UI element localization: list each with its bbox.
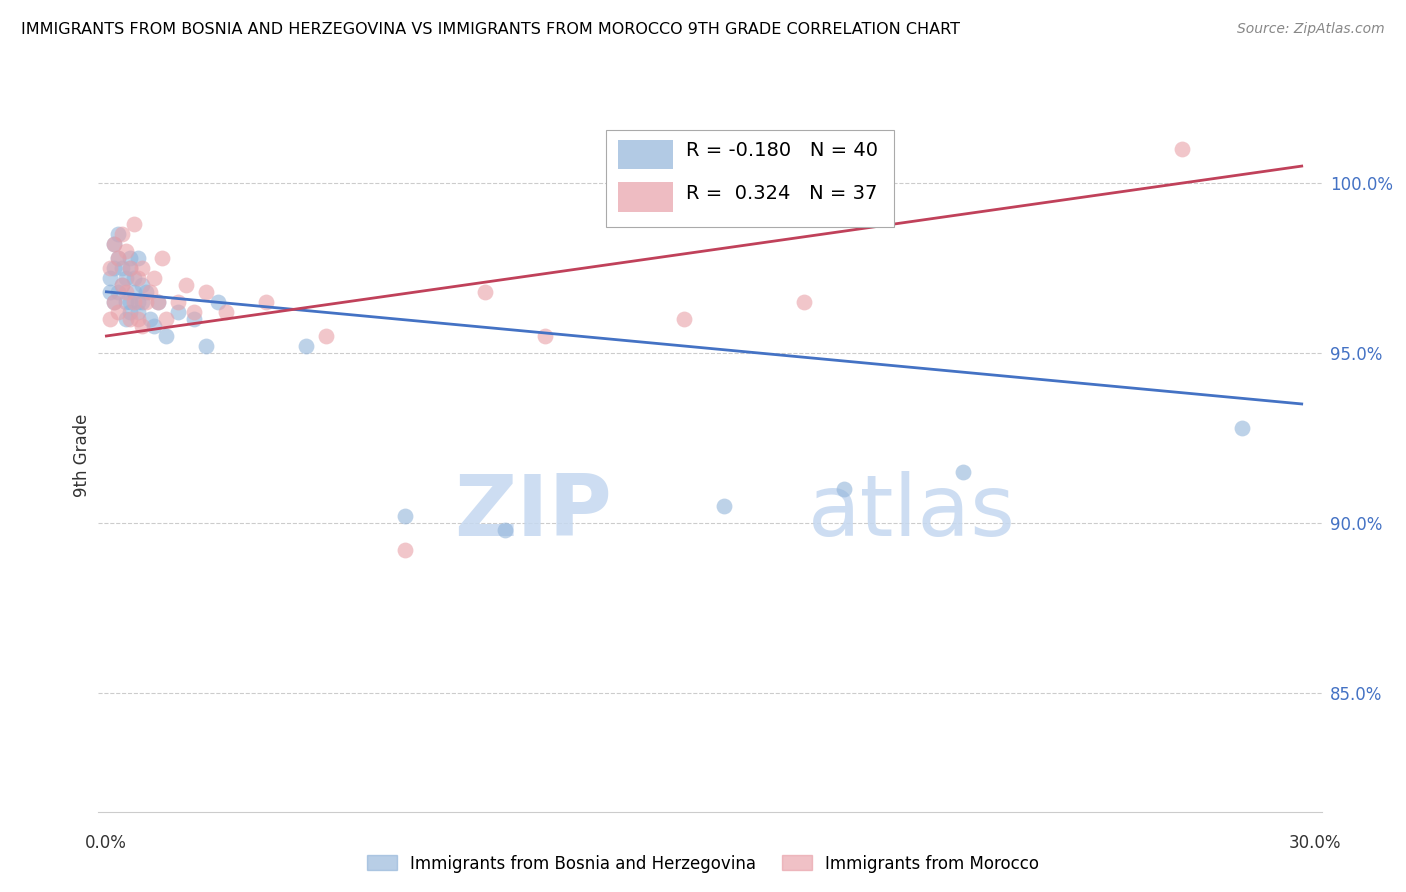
Point: [100, 271, 122, 285]
Point: [215, 305, 238, 319]
Point: [115, 271, 138, 285]
Point: [148, 295, 170, 310]
Point: [254, 295, 277, 310]
Point: [155, 312, 177, 326]
Point: [127, 251, 149, 265]
Point: [127, 305, 149, 319]
Point: [107, 251, 129, 265]
Point: [103, 237, 125, 252]
Point: [174, 278, 197, 293]
Point: [148, 295, 170, 310]
Point: [115, 295, 138, 310]
Point: [111, 260, 134, 275]
Point: [713, 499, 735, 513]
Point: [103, 295, 125, 310]
Point: [120, 260, 142, 275]
Point: [131, 318, 153, 333]
FancyBboxPatch shape: [619, 139, 673, 169]
Point: [167, 305, 190, 319]
Text: 0.0%: 0.0%: [84, 834, 127, 852]
Legend: Immigrants from Bosnia and Herzegovina, Immigrants from Morocco: Immigrants from Bosnia and Herzegovina, …: [360, 848, 1046, 880]
Point: [124, 295, 146, 310]
Point: [183, 312, 205, 326]
Point: [120, 251, 142, 265]
Point: [1230, 421, 1253, 435]
Point: [135, 285, 157, 299]
FancyBboxPatch shape: [606, 130, 893, 227]
Point: [127, 312, 149, 326]
Point: [139, 285, 162, 299]
Text: R =  0.324   N = 37: R = 0.324 N = 37: [686, 184, 877, 202]
Point: [100, 312, 122, 326]
Point: [494, 523, 516, 537]
Text: Source: ZipAtlas.com: Source: ZipAtlas.com: [1237, 22, 1385, 37]
Point: [143, 318, 166, 333]
Point: [294, 339, 316, 353]
Point: [135, 295, 157, 310]
FancyBboxPatch shape: [619, 182, 673, 212]
Point: [115, 244, 138, 258]
Text: ZIP: ZIP: [454, 470, 612, 554]
Y-axis label: 9th Grade: 9th Grade: [73, 413, 91, 497]
Point: [103, 237, 125, 252]
Point: [120, 312, 142, 326]
Point: [115, 285, 138, 299]
Point: [131, 260, 153, 275]
Point: [127, 271, 149, 285]
Text: R = -0.180   N = 40: R = -0.180 N = 40: [686, 141, 877, 160]
Point: [533, 329, 555, 343]
Point: [124, 271, 146, 285]
Point: [107, 305, 129, 319]
Point: [120, 305, 142, 319]
Point: [673, 312, 696, 326]
Point: [107, 285, 129, 299]
Text: IMMIGRANTS FROM BOSNIA AND HERZEGOVINA VS IMMIGRANTS FROM MOROCCO 9TH GRADE CORR: IMMIGRANTS FROM BOSNIA AND HERZEGOVINA V…: [21, 22, 960, 37]
Point: [150, 251, 173, 265]
Point: [195, 339, 218, 353]
Point: [124, 217, 146, 231]
Point: [115, 312, 138, 326]
Point: [111, 278, 134, 293]
Point: [111, 227, 134, 241]
Point: [394, 543, 416, 558]
Point: [127, 295, 149, 310]
Point: [120, 295, 142, 310]
Point: [100, 285, 122, 299]
Point: [1171, 142, 1194, 156]
Point: [103, 260, 125, 275]
Point: [195, 285, 218, 299]
Point: [167, 295, 190, 310]
Point: [394, 509, 416, 524]
Point: [103, 295, 125, 310]
Point: [793, 295, 815, 310]
Point: [111, 278, 134, 293]
Point: [100, 260, 122, 275]
Point: [143, 271, 166, 285]
Point: [120, 260, 142, 275]
Point: [832, 482, 855, 496]
Point: [107, 227, 129, 241]
Point: [107, 251, 129, 265]
Point: [124, 285, 146, 299]
Point: [155, 329, 177, 343]
Point: [952, 465, 974, 479]
Point: [474, 285, 496, 299]
Text: atlas: atlas: [808, 470, 1017, 554]
Point: [207, 295, 229, 310]
Point: [315, 329, 337, 343]
Text: 30.0%: 30.0%: [1288, 834, 1341, 852]
Point: [183, 305, 205, 319]
Point: [139, 312, 162, 326]
Point: [131, 295, 153, 310]
Point: [131, 278, 153, 293]
